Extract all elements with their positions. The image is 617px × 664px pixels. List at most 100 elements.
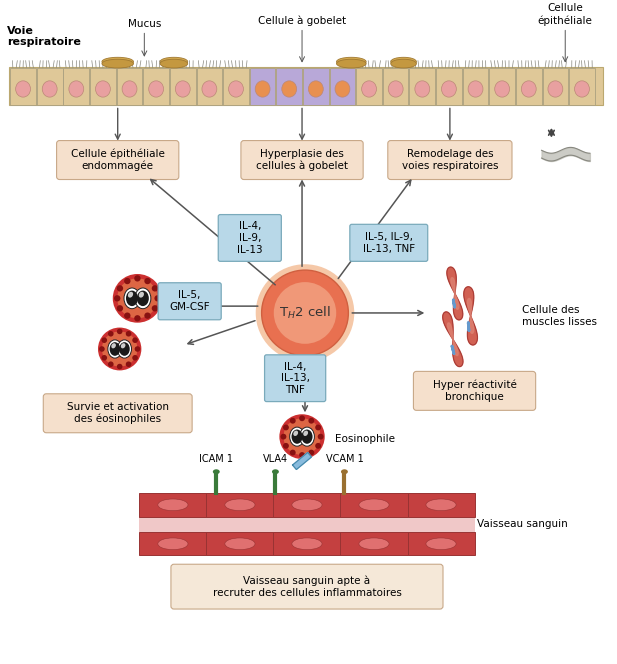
Text: IL-5, IL-9,
IL-13, TNF: IL-5, IL-9, IL-13, TNF	[363, 232, 415, 254]
Ellipse shape	[391, 57, 416, 66]
Text: IL-4,
IL-13,
TNF: IL-4, IL-13, TNF	[281, 362, 310, 395]
Ellipse shape	[121, 343, 125, 349]
Text: Remodelage des
voies respiratoires: Remodelage des voies respiratoires	[402, 149, 498, 171]
Ellipse shape	[304, 430, 308, 436]
Bar	[197, 68, 222, 104]
Text: Survie et activation
des éosinophiles: Survie et activation des éosinophiles	[67, 402, 168, 424]
Bar	[117, 68, 143, 104]
Bar	[9, 66, 603, 106]
Ellipse shape	[282, 81, 297, 97]
Circle shape	[124, 278, 131, 284]
Bar	[407, 532, 474, 556]
Ellipse shape	[335, 81, 350, 97]
Circle shape	[280, 414, 325, 459]
Ellipse shape	[42, 81, 57, 97]
FancyBboxPatch shape	[265, 355, 326, 402]
Ellipse shape	[158, 499, 188, 511]
Circle shape	[274, 282, 336, 344]
Circle shape	[290, 418, 296, 424]
Circle shape	[144, 278, 151, 284]
Circle shape	[262, 270, 349, 356]
Circle shape	[318, 434, 323, 440]
Ellipse shape	[426, 538, 456, 550]
Ellipse shape	[128, 291, 133, 297]
Text: IL-5,
GM-CSF: IL-5, GM-CSF	[169, 290, 210, 312]
Bar	[223, 68, 249, 104]
FancyBboxPatch shape	[350, 224, 428, 262]
Text: Cellule
épithéliale: Cellule épithéliale	[538, 3, 593, 26]
Ellipse shape	[293, 430, 298, 436]
Circle shape	[315, 424, 321, 430]
Circle shape	[102, 331, 138, 367]
Circle shape	[308, 450, 314, 456]
Bar	[273, 532, 341, 556]
Circle shape	[108, 361, 114, 367]
Circle shape	[308, 418, 314, 424]
Ellipse shape	[102, 57, 133, 66]
Bar	[463, 68, 488, 104]
Polygon shape	[292, 452, 312, 469]
Circle shape	[315, 443, 321, 449]
Ellipse shape	[102, 59, 133, 68]
Ellipse shape	[137, 291, 149, 306]
Text: Vaisseau sanguin apte à
recruter des cellules inflammatoires: Vaisseau sanguin apte à recruter des cel…	[212, 576, 402, 598]
Ellipse shape	[158, 538, 188, 550]
Circle shape	[117, 305, 123, 311]
Circle shape	[152, 286, 158, 291]
Circle shape	[117, 278, 157, 318]
Circle shape	[117, 286, 123, 291]
FancyBboxPatch shape	[413, 371, 536, 410]
Circle shape	[126, 331, 131, 337]
Ellipse shape	[108, 340, 122, 358]
Ellipse shape	[291, 430, 302, 444]
FancyBboxPatch shape	[241, 141, 363, 179]
Bar	[207, 493, 273, 517]
Text: Cellule épithéliale
endommagée: Cellule épithéliale endommagée	[71, 149, 165, 171]
Ellipse shape	[160, 59, 188, 68]
Polygon shape	[468, 298, 474, 333]
Bar	[250, 68, 275, 104]
Bar	[407, 493, 474, 517]
Ellipse shape	[289, 427, 304, 446]
Circle shape	[299, 416, 305, 421]
Ellipse shape	[548, 81, 563, 97]
Bar	[542, 68, 568, 104]
Circle shape	[299, 452, 305, 458]
Bar	[516, 68, 542, 104]
Circle shape	[132, 355, 138, 361]
Circle shape	[283, 443, 289, 449]
Bar	[64, 68, 89, 104]
Circle shape	[108, 331, 114, 337]
Circle shape	[99, 346, 105, 352]
FancyBboxPatch shape	[388, 141, 512, 179]
Circle shape	[152, 305, 158, 311]
Circle shape	[117, 329, 123, 334]
Ellipse shape	[175, 81, 190, 97]
Circle shape	[101, 337, 107, 343]
Polygon shape	[451, 278, 459, 309]
Circle shape	[283, 418, 321, 455]
Ellipse shape	[225, 499, 255, 511]
Ellipse shape	[255, 81, 270, 97]
Text: Eosinophile: Eosinophile	[334, 434, 394, 444]
Circle shape	[281, 434, 286, 440]
Text: Cellule à gobelet: Cellule à gobelet	[258, 15, 346, 26]
Ellipse shape	[117, 340, 131, 358]
Bar	[139, 532, 207, 556]
Circle shape	[117, 364, 123, 369]
Bar	[273, 493, 341, 517]
Ellipse shape	[139, 291, 144, 297]
Text: Vaisseau sanguin: Vaisseau sanguin	[476, 519, 567, 529]
Polygon shape	[464, 287, 478, 345]
Ellipse shape	[359, 499, 389, 511]
Bar	[436, 68, 462, 104]
Ellipse shape	[122, 81, 137, 97]
Ellipse shape	[391, 59, 416, 68]
Ellipse shape	[442, 81, 457, 97]
Ellipse shape	[225, 538, 255, 550]
Text: ICAM 1: ICAM 1	[199, 454, 233, 464]
Ellipse shape	[468, 81, 483, 97]
Ellipse shape	[388, 81, 403, 97]
Bar	[139, 493, 207, 517]
Ellipse shape	[308, 81, 323, 97]
